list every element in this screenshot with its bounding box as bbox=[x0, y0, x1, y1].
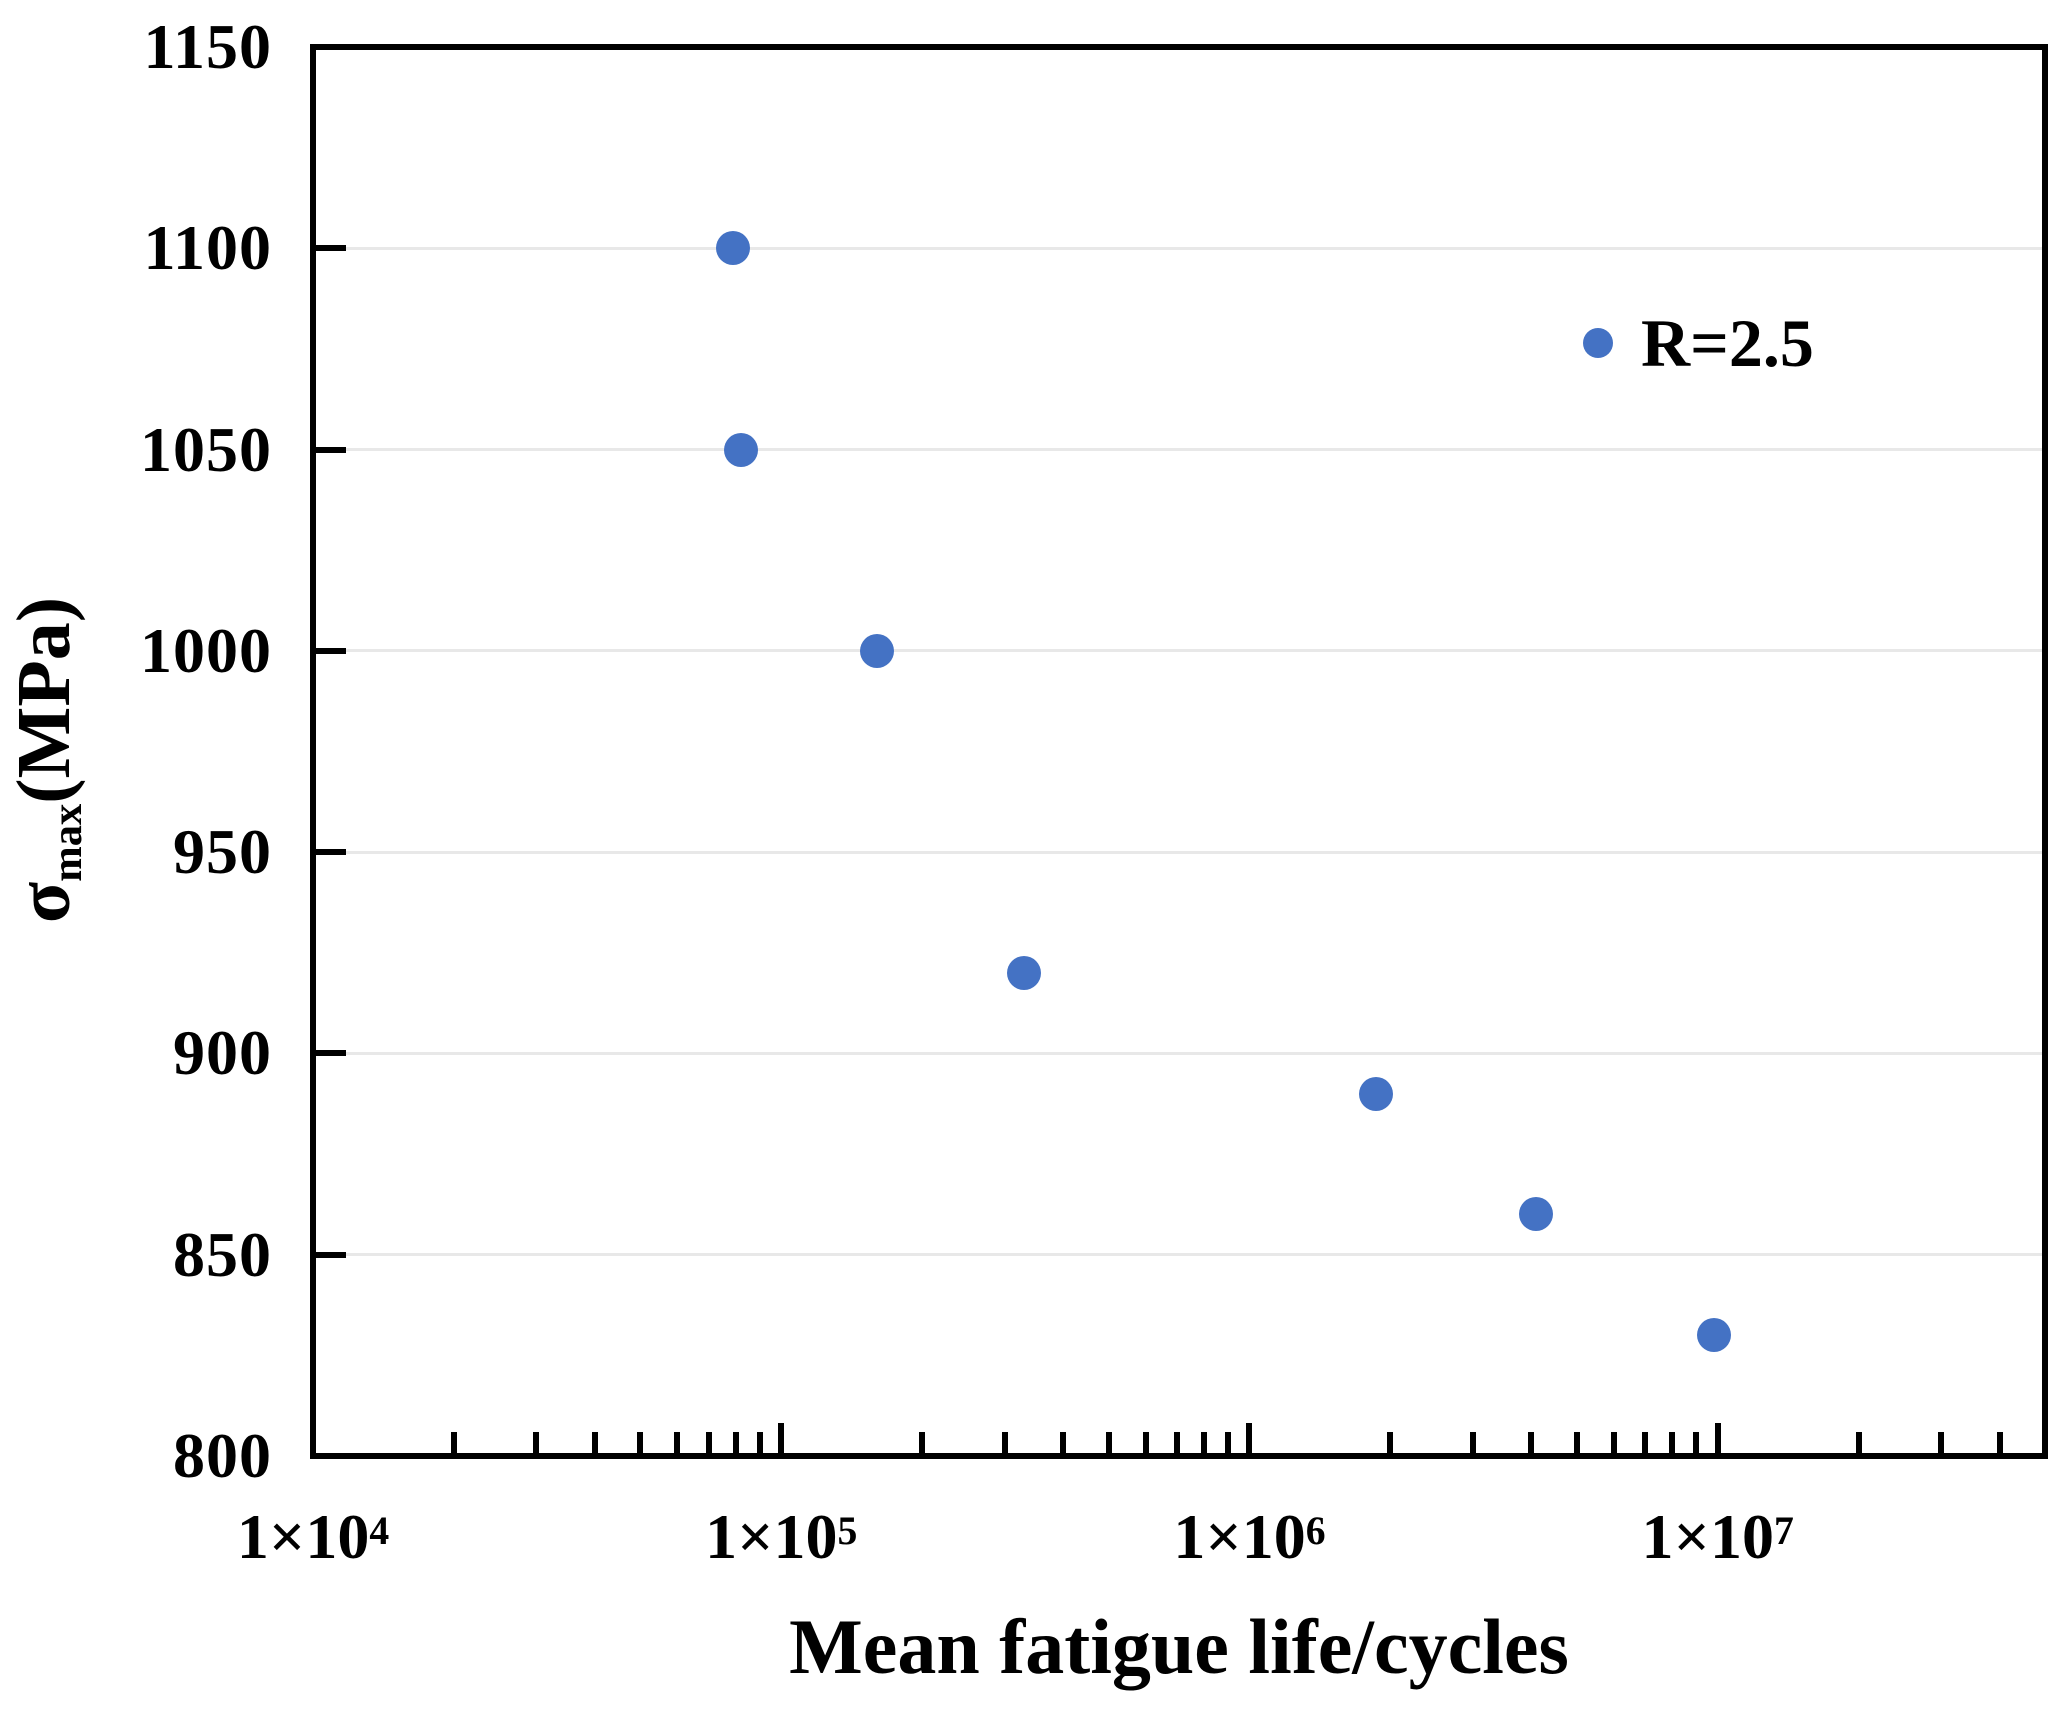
y-tick-1000 bbox=[316, 647, 346, 654]
x-minor-tick-3e5 bbox=[1001, 1432, 1008, 1453]
x-minor-tick-2e5 bbox=[919, 1432, 926, 1453]
x-minor-tick-6e5 bbox=[1142, 1432, 1149, 1453]
x-minor-tick-9e5 bbox=[1225, 1432, 1232, 1453]
x-major-tick-1e5 bbox=[778, 1423, 785, 1453]
legend-marker-dot-icon bbox=[1583, 328, 1613, 358]
x-minor-tick-7e6 bbox=[1642, 1432, 1649, 1453]
data-point-5 bbox=[1358, 1076, 1393, 1111]
y-tick-1050 bbox=[316, 446, 346, 453]
x-minor-tick-9e4 bbox=[756, 1432, 763, 1453]
x-minor-tick-9e6 bbox=[1693, 1432, 1700, 1453]
x-minor-tick-2e7 bbox=[1855, 1432, 1862, 1453]
x-minor-tick-8e6 bbox=[1669, 1432, 1676, 1453]
data-point-7 bbox=[1696, 1318, 1731, 1353]
x-tick-label-1e4: 1×104 bbox=[236, 1501, 390, 1572]
x-minor-tick-2e4 bbox=[450, 1432, 457, 1453]
y-tick-label-1100: 1100 bbox=[143, 212, 272, 284]
x-minor-tick-8e5 bbox=[1201, 1432, 1208, 1453]
y-tick-label-950: 950 bbox=[173, 816, 272, 888]
y-tick-1100 bbox=[316, 245, 346, 252]
data-point-6 bbox=[1519, 1197, 1554, 1232]
y-axis-subscript: max bbox=[44, 803, 92, 882]
y-tick-label-800: 800 bbox=[173, 1420, 272, 1491]
x-tick-label-1e6: 1×106 bbox=[1173, 1501, 1326, 1572]
x-minor-tick-2e6 bbox=[1387, 1432, 1394, 1453]
y-tick-950 bbox=[316, 849, 346, 856]
gridline-y-900 bbox=[316, 1051, 2042, 1055]
data-point-2 bbox=[723, 432, 758, 467]
x-minor-tick-3e4 bbox=[533, 1432, 540, 1453]
y-tick-label-1050: 1050 bbox=[140, 413, 272, 485]
x-minor-tick-8e4 bbox=[732, 1432, 739, 1453]
x-minor-tick-4e7 bbox=[1996, 1432, 2003, 1453]
x-minor-tick-5e4 bbox=[637, 1432, 644, 1453]
y-tick-label-900: 900 bbox=[173, 1017, 272, 1089]
legend: R=2.5 bbox=[1583, 309, 1814, 377]
y-tick-label-1000: 1000 bbox=[140, 614, 272, 686]
x-minor-tick-5e5 bbox=[1105, 1432, 1112, 1453]
gridline-y-1100 bbox=[316, 246, 2042, 250]
y-tick-900 bbox=[316, 1050, 346, 1057]
gridline-y-1000 bbox=[316, 649, 2042, 653]
gridline-y-850 bbox=[316, 1253, 2042, 1257]
x-tick-label-1e7: 1×107 bbox=[1641, 1501, 1794, 1572]
x-minor-tick-6e6 bbox=[1610, 1432, 1617, 1453]
gridline-y-950 bbox=[316, 850, 2042, 854]
x-minor-tick-6e4 bbox=[674, 1432, 681, 1453]
x-minor-tick-7e5 bbox=[1173, 1432, 1180, 1453]
y-tick-label-850: 850 bbox=[173, 1218, 272, 1290]
x-minor-tick-4e4 bbox=[591, 1432, 598, 1453]
y-tick-850 bbox=[316, 1251, 346, 1258]
y-tick-label-1150: 1150 bbox=[143, 11, 272, 82]
gridline-y-1050 bbox=[316, 448, 2042, 452]
y-axis-sigma: σ bbox=[2, 881, 87, 924]
y-axis-title: σmax(MPa) bbox=[2, 597, 92, 923]
legend-series-label: R=2.5 bbox=[1641, 305, 1814, 381]
x-major-tick-1e7 bbox=[1714, 1423, 1721, 1453]
x-major-tick-1e6 bbox=[1246, 1423, 1253, 1453]
x-minor-tick-5e6 bbox=[1573, 1432, 1580, 1453]
data-point-3 bbox=[859, 633, 894, 668]
plot-frame bbox=[310, 44, 2048, 1459]
data-point-1 bbox=[716, 231, 751, 266]
x-minor-tick-7e4 bbox=[705, 1432, 712, 1453]
data-point-4 bbox=[1007, 955, 1042, 990]
x-minor-tick-3e6 bbox=[1469, 1432, 1476, 1453]
x-minor-tick-4e6 bbox=[1528, 1432, 1535, 1453]
x-tick-label-1e5: 1×105 bbox=[705, 1501, 858, 1572]
x-minor-tick-3e7 bbox=[1938, 1432, 1945, 1453]
y-axis-units: (MPa) bbox=[2, 596, 87, 804]
x-axis-title: Mean fatigue life/cycles bbox=[789, 1603, 1569, 1690]
x-minor-tick-4e5 bbox=[1060, 1432, 1067, 1453]
